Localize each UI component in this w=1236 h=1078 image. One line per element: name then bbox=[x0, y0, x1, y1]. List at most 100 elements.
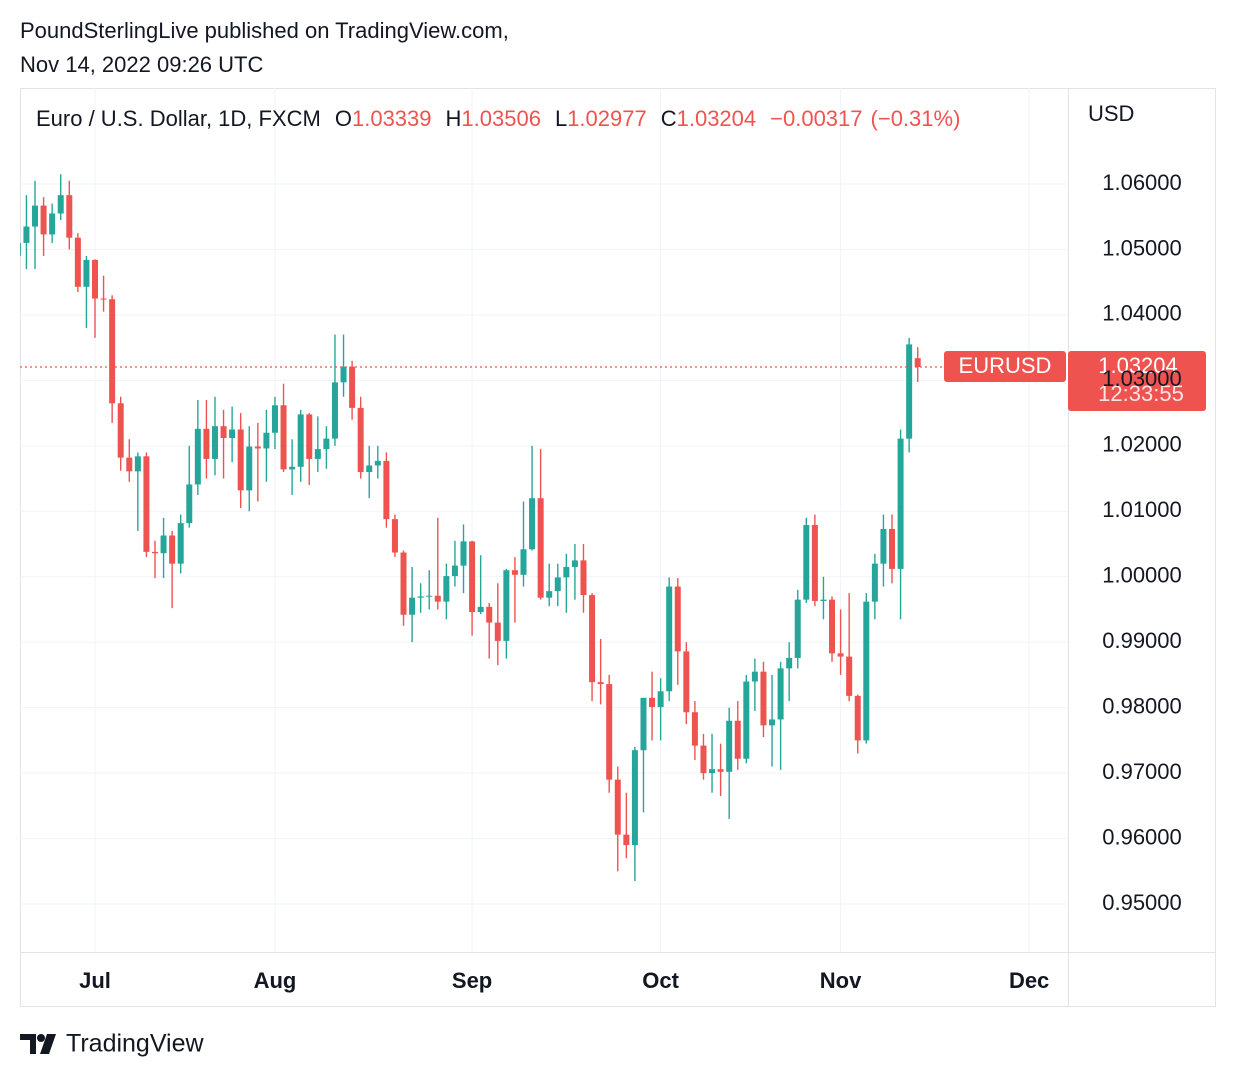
candle-body bbox=[546, 591, 553, 598]
candle-body bbox=[606, 684, 613, 780]
x-tick-label: Oct bbox=[642, 968, 679, 993]
candle-body bbox=[520, 549, 527, 575]
candle-body bbox=[74, 237, 81, 287]
logo-mark bbox=[37, 1034, 45, 1042]
candle-body bbox=[494, 622, 501, 641]
price-tag: EURUSD 1.03204 12:33:55 bbox=[944, 351, 1206, 412]
grid bbox=[20, 88, 1068, 952]
candle-body bbox=[469, 541, 476, 613]
candles bbox=[20, 174, 944, 882]
candle-body bbox=[571, 560, 578, 567]
candle-body bbox=[554, 577, 561, 592]
y-tick-label: 1.01000 bbox=[1102, 497, 1182, 522]
change-percent: (−0.31%) bbox=[871, 106, 961, 131]
y-tick-label: 0.96000 bbox=[1102, 824, 1182, 849]
y-tick-label: 1.06000 bbox=[1102, 170, 1182, 195]
candle-body bbox=[237, 429, 244, 491]
candle-body bbox=[683, 651, 690, 713]
candle-body bbox=[820, 599, 827, 601]
legend-value: 1.03339 bbox=[352, 106, 432, 131]
legend-label: C bbox=[661, 106, 677, 131]
candle-body bbox=[837, 653, 844, 657]
candle-body bbox=[417, 596, 424, 598]
candle-body bbox=[186, 484, 193, 524]
candle-body bbox=[563, 566, 570, 578]
candle-body bbox=[280, 405, 287, 470]
candle-body bbox=[246, 446, 253, 491]
x-tick-label: Nov bbox=[820, 968, 862, 993]
candle-body bbox=[297, 414, 304, 467]
candle-body bbox=[769, 719, 776, 726]
candle-body bbox=[760, 671, 767, 726]
candle-body bbox=[460, 541, 467, 566]
candle-body bbox=[529, 498, 536, 550]
candle-body bbox=[220, 426, 227, 438]
candle-body bbox=[83, 259, 90, 287]
candle-body bbox=[751, 671, 758, 682]
candle-body bbox=[640, 697, 647, 751]
candle-body bbox=[254, 446, 261, 449]
x-tick-label: Dec bbox=[1009, 968, 1049, 993]
candle-body bbox=[451, 565, 458, 577]
logo bbox=[20, 1034, 56, 1054]
y-axis-label: USD bbox=[1088, 101, 1134, 126]
candle-body bbox=[331, 382, 338, 439]
candle-body bbox=[503, 570, 510, 641]
chart-title: Euro / U.S. Dollar, 1D, FXCM bbox=[36, 106, 321, 131]
candle-body bbox=[597, 682, 604, 685]
candle-body bbox=[374, 460, 381, 466]
candle-body bbox=[777, 668, 784, 720]
candle-body bbox=[169, 535, 176, 564]
candle-body bbox=[340, 366, 347, 383]
brand: TradingView bbox=[66, 1030, 205, 1058]
candle-body bbox=[691, 712, 698, 746]
legend-value: 1.03204 bbox=[677, 106, 757, 131]
candle-body bbox=[49, 213, 56, 235]
candle-body bbox=[743, 681, 750, 759]
candle-body bbox=[906, 344, 913, 439]
candle-body bbox=[366, 465, 373, 473]
legend-label: H bbox=[446, 106, 462, 131]
legend-label: O bbox=[335, 106, 352, 131]
candle-body bbox=[160, 535, 167, 554]
candle-body bbox=[314, 449, 321, 459]
last-price: 1.03204 bbox=[1098, 353, 1178, 378]
candle-body bbox=[177, 523, 184, 564]
candle-body bbox=[426, 595, 433, 597]
candle-body bbox=[400, 552, 407, 615]
legend: Euro / U.S. Dollar, 1D, FXCM O1.03339 H 1.0… bbox=[36, 106, 960, 131]
candle-body bbox=[614, 779, 621, 835]
candle-body bbox=[786, 657, 793, 669]
candle-body bbox=[57, 195, 64, 214]
candle-body bbox=[409, 597, 416, 615]
candle-body bbox=[811, 525, 818, 601]
candle-body bbox=[511, 570, 518, 575]
candle-body bbox=[443, 576, 450, 602]
y-tick-label: 0.99000 bbox=[1102, 628, 1182, 653]
candle-body bbox=[434, 595, 441, 602]
candle-body bbox=[126, 457, 133, 472]
candle-body bbox=[880, 528, 887, 564]
symbol-tag bbox=[944, 351, 1066, 383]
publish-date: Nov 14, 2022 09:26 UTC bbox=[20, 52, 263, 77]
price-tag-box bbox=[1068, 351, 1206, 412]
y-tick-label: 0.97000 bbox=[1102, 759, 1182, 784]
candle-body bbox=[203, 428, 210, 459]
publisher: PoundSterlingLive published on TradingVi… bbox=[20, 18, 509, 43]
candle-body bbox=[306, 414, 313, 459]
candle-body bbox=[194, 428, 201, 485]
candle-body bbox=[871, 563, 878, 602]
candle-body bbox=[889, 528, 896, 569]
candle-body bbox=[897, 438, 904, 569]
candle-body bbox=[143, 456, 150, 552]
candle-body bbox=[657, 691, 664, 708]
candle-body bbox=[486, 606, 493, 623]
candle-body bbox=[40, 205, 47, 235]
symbol-label: EURUSD bbox=[959, 353, 1052, 378]
y-tick-label: 1.02000 bbox=[1102, 432, 1182, 457]
candle-body bbox=[674, 586, 681, 652]
y-tick-label: 1.00000 bbox=[1102, 563, 1182, 588]
candle-body bbox=[20, 242, 21, 257]
candle-body bbox=[537, 498, 544, 598]
